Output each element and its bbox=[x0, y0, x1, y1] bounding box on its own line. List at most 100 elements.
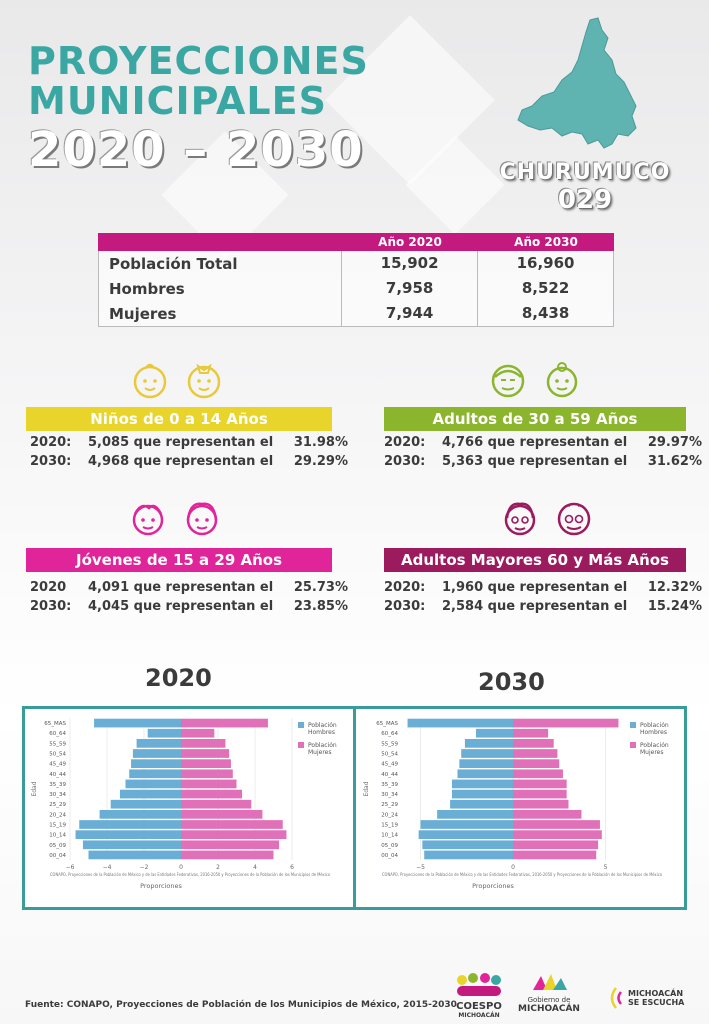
ninos-icons bbox=[130, 360, 224, 400]
chart-2030-heading: 2030 bbox=[478, 668, 545, 696]
line-desc: 5,085 que representan el bbox=[88, 435, 274, 450]
bar bbox=[110, 799, 181, 809]
bar bbox=[464, 738, 513, 748]
legend-swatch bbox=[298, 722, 304, 728]
bar bbox=[451, 789, 513, 799]
bar bbox=[420, 820, 513, 829]
bar bbox=[99, 809, 181, 819]
line-desc: 4,091 que representan el bbox=[88, 580, 274, 595]
bar bbox=[457, 769, 513, 779]
line-year: 2020: bbox=[30, 435, 72, 450]
bar bbox=[181, 769, 233, 779]
bar bbox=[513, 850, 597, 860]
legend-label: Población bbox=[640, 722, 669, 729]
mayores-line: 2020: 1,960 que representan el 12.32% bbox=[384, 580, 702, 595]
young-woman-icon bbox=[186, 502, 218, 536]
escucha-text: MICHOACÁN SE ESCUCHA bbox=[628, 989, 684, 1007]
legend-swatch bbox=[630, 722, 636, 728]
gobierno-emblem-icon bbox=[533, 974, 567, 990]
y-tick-label: 00_04 bbox=[49, 853, 66, 859]
baby-girl-icon bbox=[187, 363, 221, 399]
bar bbox=[181, 809, 263, 819]
y-tick-label: 35_39 bbox=[381, 782, 398, 788]
adultos-line: 2030: 5,363 que representan el 31.62% bbox=[384, 454, 702, 469]
line-pct: 31.98% bbox=[293, 435, 348, 450]
line-pct: 25.73% bbox=[293, 580, 348, 595]
y-tick-label: 15_19 bbox=[381, 823, 398, 829]
line-pct: 23.85% bbox=[293, 599, 348, 614]
bar bbox=[476, 728, 513, 738]
y-tick-label: 15_19 bbox=[49, 823, 66, 829]
gobierno-top: Gobierno de bbox=[527, 996, 571, 1004]
line-year: 2030: bbox=[30, 599, 72, 614]
line-desc: 2,584 que representan el bbox=[442, 599, 628, 614]
y-tick-label: 55_59 bbox=[381, 741, 398, 747]
source-note-small: CONAPO, Proyecciones de la Población de … bbox=[382, 872, 663, 877]
bar bbox=[437, 809, 513, 819]
charts-divider bbox=[353, 706, 356, 910]
municipality-code: 029 bbox=[557, 185, 613, 215]
y-tick-label: 50_54 bbox=[49, 752, 66, 758]
y-tick-label: 55_59 bbox=[49, 741, 66, 747]
coespo-sub: MICHOACÁN bbox=[458, 1012, 500, 1019]
legend-label: Población bbox=[640, 742, 669, 749]
x-tick-label: 2 bbox=[216, 864, 220, 871]
line-year: 2020 bbox=[30, 580, 67, 595]
row-label: Hombres bbox=[109, 279, 185, 298]
line-year: 2030: bbox=[384, 454, 426, 469]
legend-label: Hombres bbox=[640, 729, 667, 736]
bar bbox=[513, 779, 567, 789]
jovenes-banner: Jóvenes de 15 a 29 Años bbox=[26, 548, 332, 572]
municipality-name: CHURUMUCO bbox=[499, 160, 671, 185]
row-label: Mujeres bbox=[109, 304, 177, 323]
bar bbox=[513, 820, 600, 829]
bar bbox=[136, 738, 181, 748]
legend-label: Hombres bbox=[308, 729, 335, 736]
y-tick-label: 45_49 bbox=[49, 762, 66, 768]
bar bbox=[513, 728, 549, 738]
row-value-2030: 8,438 bbox=[521, 304, 570, 322]
chart-2020-heading: 2020 bbox=[145, 664, 212, 692]
bar bbox=[75, 830, 181, 840]
x-tick-label: −6 bbox=[66, 864, 75, 871]
y-tick-label: 40_44 bbox=[381, 772, 398, 778]
bar bbox=[422, 840, 513, 850]
legend-label: Población bbox=[308, 722, 337, 729]
x-tick-label: 0 bbox=[511, 864, 515, 871]
source-note-small: CONAPO, Proyecciones de la Población de … bbox=[50, 872, 331, 877]
line-year: 2030: bbox=[30, 454, 72, 469]
line-desc: 4,766 que representan el bbox=[442, 435, 628, 450]
mayores-banner: Adultos Mayores 60 y Más Años bbox=[384, 548, 686, 572]
ninos-banner: Niños de 0 a 14 Años bbox=[26, 407, 332, 431]
y-axis-title: Edad bbox=[363, 781, 370, 796]
bar bbox=[513, 769, 563, 779]
bar bbox=[513, 840, 599, 850]
y-axis-title: Edad bbox=[31, 781, 38, 796]
line-year: 2020: bbox=[384, 435, 426, 450]
title-line-1: PROYECCIONES bbox=[28, 39, 369, 83]
line-desc: 1,960 que representan el bbox=[442, 580, 628, 595]
line-desc: 5,363 que representan el bbox=[442, 454, 628, 469]
y-tick-label: 20_24 bbox=[381, 812, 398, 818]
bar bbox=[459, 759, 513, 769]
y-tick-label: 10_14 bbox=[49, 833, 66, 839]
x-axis-title: Proporciones bbox=[472, 882, 514, 890]
municipality-map bbox=[517, 17, 637, 149]
y-tick-label: 25_29 bbox=[49, 802, 66, 808]
bar bbox=[513, 830, 602, 840]
summary-header-2020: Año 2020 bbox=[378, 235, 442, 249]
line-year: 2020: bbox=[384, 580, 426, 595]
jovenes-line: 2020 4,091 que representan el 25.73% bbox=[30, 580, 348, 595]
bar bbox=[147, 728, 181, 738]
summary-header-2030: Año 2030 bbox=[514, 235, 578, 249]
bar bbox=[82, 840, 181, 850]
summary-table: Año 2020 Año 2030 Población Total 15,902… bbox=[98, 233, 614, 327]
x-tick-label: −4 bbox=[103, 864, 112, 871]
bar bbox=[513, 749, 558, 758]
row-value-2030: 8,522 bbox=[521, 279, 570, 297]
x-tick-label: 0 bbox=[179, 864, 183, 871]
y-tick-label: 05_09 bbox=[381, 843, 398, 849]
baby-boy-icon bbox=[133, 363, 167, 399]
adult-man-icon bbox=[491, 364, 525, 398]
x-tick-label: 4 bbox=[253, 864, 257, 871]
